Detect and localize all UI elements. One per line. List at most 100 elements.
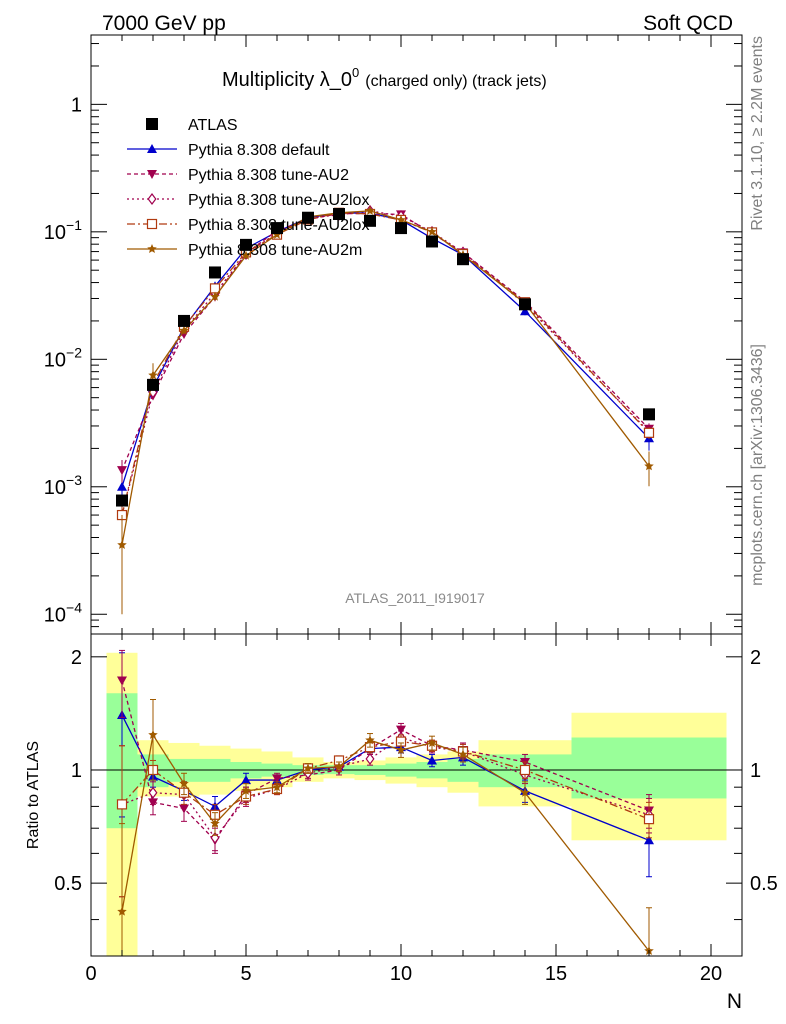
- ratio-frame: [90, 633, 743, 957]
- ratio-line: [121, 714, 650, 841]
- main-y-tick-exp: −1: [66, 217, 82, 233]
- legend-entry: ATLAS: [146, 117, 238, 134]
- ratio-line: [121, 740, 650, 820]
- ratio-point: [643, 814, 655, 825]
- legend-label: Pythia 8.308 tune-AU2lox: [188, 217, 369, 234]
- ratio-point: [241, 785, 251, 795]
- data-point: [643, 408, 655, 421]
- legend-label: Pythia 8.308 default: [188, 142, 330, 159]
- legend-marker: [146, 218, 158, 230]
- ratio-y-tick-label: 1: [71, 760, 82, 782]
- main-plot: 10−410−310−210−11 Multiplicity λ_00(char…: [44, 34, 743, 635]
- main-y-tick-base: 10: [44, 604, 66, 626]
- ratio-y-tick-label-right: 2: [750, 647, 761, 669]
- series-point: [148, 370, 158, 380]
- data-point: [302, 211, 314, 224]
- legend-marker: [147, 170, 157, 179]
- legend-entry: Pythia 8.308 tune-AU2lox: [127, 192, 369, 209]
- legend-entry: Pythia 8.308 default: [127, 142, 330, 159]
- series-point: [644, 461, 654, 471]
- ratio-axis-ticks: 0.5 0.5 1 1 2 2: [54, 634, 778, 956]
- ratio-point: [334, 761, 344, 771]
- data-point: [426, 235, 438, 248]
- ratio-point: [427, 737, 437, 747]
- x-tick-label: 0: [85, 963, 96, 985]
- chart-title-sup: 0: [352, 65, 359, 80]
- legend-entry: Pythia 8.308 tune-AU2m: [127, 242, 362, 259]
- main-axis-ticks: 10−410−310−210−11: [44, 35, 743, 635]
- main-y-tick-exp: −3: [66, 472, 82, 488]
- series-line: [121, 210, 650, 516]
- x-axis-labels: 0 5 10 15 20: [85, 963, 722, 985]
- main-frame: [90, 34, 743, 635]
- data-point: [271, 222, 283, 235]
- legend-label: Pythia 8.308 tune-AU2lox: [188, 192, 369, 209]
- ratio-point: [644, 835, 654, 845]
- ratio-point: [365, 752, 375, 765]
- ratio-point: [365, 735, 375, 745]
- ratio-y-tick-label-right: 1: [750, 760, 761, 782]
- legend-label: Pythia 8.308 tune-AU2: [188, 167, 349, 184]
- ratio-y-tick-label: 0.5: [54, 873, 82, 895]
- rivet-version-text: Rivet 3.1.10, ≥ 2.2M events: [749, 36, 766, 231]
- main-y-tick-label: 10−2: [44, 344, 82, 371]
- chart-title: Multiplicity λ_00 (charged only) (track j…: [222, 65, 547, 91]
- legend-label: Pythia 8.308 tune-AU2m: [188, 242, 362, 259]
- main-y-tick-label: 10−1: [44, 217, 82, 244]
- ratio-point: [117, 676, 127, 686]
- ratio-point: [241, 775, 251, 785]
- main-y-tick-label: 10−4: [44, 599, 82, 626]
- ratio-point: [272, 782, 282, 792]
- data-point: [519, 298, 531, 311]
- series-point: [117, 539, 127, 549]
- analysis-id: ATLAS_2011_I919017: [345, 590, 485, 606]
- ratio-point: [117, 906, 127, 916]
- chart-title-suffix: (charged only) (track jets): [365, 73, 546, 90]
- main-y-tick-base: 1: [71, 94, 82, 116]
- series-point: [117, 466, 127, 476]
- ratio-y-label: Ratio to ATLAS: [25, 741, 42, 849]
- legend-marker: [146, 118, 158, 130]
- main-y-tick-base: 10: [44, 349, 66, 371]
- data-point: [240, 238, 252, 251]
- ratio-point: [458, 749, 468, 759]
- series-point: [241, 250, 251, 260]
- ratio-y-tick-label-right: 0.5: [750, 873, 778, 895]
- ratio-point: [210, 818, 220, 828]
- series-point: [210, 291, 220, 301]
- ratio-point: [148, 786, 158, 799]
- legend: ATLAS Pythia 8.308 default Pythia 8.308 tu…: [127, 117, 369, 259]
- x-tick-label: 10: [390, 963, 412, 985]
- data-point: [364, 214, 376, 227]
- series-point: [117, 481, 127, 491]
- x-axis-label: N: [727, 990, 742, 1013]
- x-tick-label: 15: [545, 963, 567, 985]
- ratio-line: [121, 736, 650, 839]
- legend-entry: Pythia 8.308 tune-AU2lox: [127, 217, 369, 234]
- series-point: [365, 205, 375, 215]
- ratio-band-inner: [571, 737, 727, 799]
- main-y-tick-label: 10−3: [44, 472, 82, 499]
- legend-label: ATLAS: [188, 117, 238, 134]
- data-point: [209, 266, 221, 279]
- ratio-point: [396, 725, 406, 735]
- ratio-y-tick-label: 2: [71, 647, 82, 669]
- series-0-main: [116, 207, 655, 507]
- series-point: [427, 226, 437, 236]
- series-point: [396, 214, 406, 224]
- ratio-point: [179, 778, 189, 788]
- ratio-point: [427, 755, 437, 765]
- series-point: [179, 325, 189, 335]
- main-series: [116, 204, 655, 615]
- legend-marker: [147, 144, 157, 153]
- ratio-point: [303, 763, 313, 773]
- series-point: [643, 427, 655, 438]
- data-point: [116, 494, 128, 507]
- legend-marker: [147, 193, 157, 205]
- ratio-point: [116, 799, 128, 810]
- data-point: [457, 253, 469, 266]
- header-left: 7000 GeV pp: [102, 12, 226, 35]
- data-point: [147, 378, 159, 391]
- series-point: [520, 306, 530, 316]
